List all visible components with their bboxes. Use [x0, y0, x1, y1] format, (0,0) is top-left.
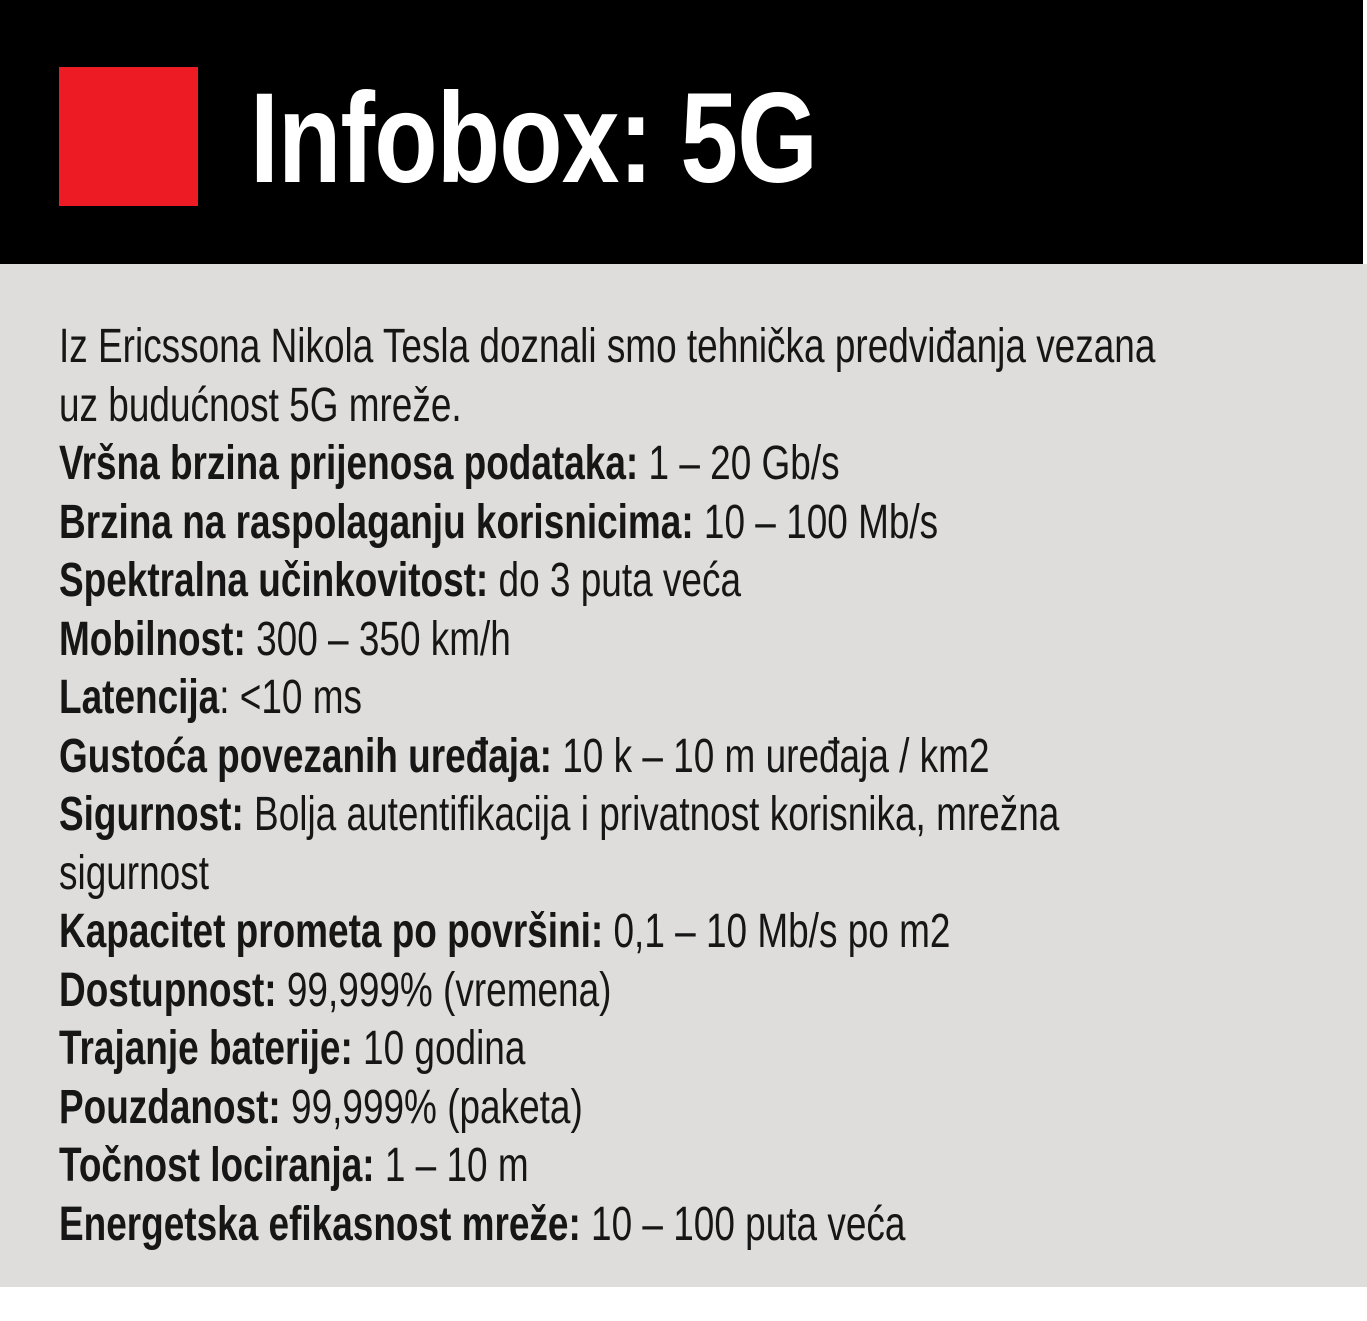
spec-label: Pouzdanost:: [59, 1080, 281, 1134]
spec-row: Dostupnost: 99,999% (vremena): [59, 962, 1260, 1021]
spec-value: 10 – 100 Mb/s: [693, 495, 939, 549]
spec-row: Energetska efikasnost mreže: 10 – 100 pu…: [59, 1196, 1260, 1255]
spec-value: 1 – 10 m: [374, 1139, 529, 1192]
spec-label: Sigurnost:: [59, 788, 244, 841]
spec-value: : <10 ms: [219, 671, 362, 724]
spec-value: 10 k – 10 m uređaja / km2: [551, 729, 990, 783]
infobox-title: Infobox: 5G: [250, 67, 818, 210]
spec-label: Latencija: [59, 671, 220, 724]
infobox-header: Infobox: 5G: [0, 0, 1363, 264]
spec-list: Vršna brzina prijenosa podataka: 1 – 20 …: [59, 435, 1260, 1254]
spec-row: Sigurnost: Bolja autentifikacija i priva…: [59, 786, 1260, 903]
spec-label: Trajanje baterije:: [59, 1022, 353, 1075]
spec-label: Kapacitet prometa po površini:: [59, 905, 604, 958]
spec-value: 10 godina: [352, 1022, 526, 1075]
infobox-body-panel: Iz Ericssona Nikola Tesla doznali smo te…: [0, 264, 1367, 1287]
spec-label: Točnost lociranja:: [59, 1139, 375, 1192]
spec-value: 99,999% (paketa): [280, 1080, 583, 1134]
bottom-margin-strip: [0, 1287, 1367, 1321]
spec-label: Brzina na raspolaganju korisnicima:: [59, 495, 694, 549]
spec-row: Latencija: <10 ms: [59, 669, 1260, 728]
spec-label: Vršna brzina prijenosa podataka:: [59, 437, 639, 490]
spec-row: Gustoća povezanih uređaja: 10 k – 10 m u…: [59, 728, 1260, 787]
infobox-copy: Iz Ericssona Nikola Tesla doznali smo te…: [59, 318, 1260, 1254]
spec-row: Spektralna učinkovitost: do 3 puta veća: [59, 552, 1260, 611]
spec-row: Brzina na raspolaganju korisnicima: 10 –…: [59, 494, 1260, 553]
spec-value: do 3 puta veća: [488, 554, 742, 607]
spec-value: 1 – 20 Gb/s: [638, 437, 840, 490]
spec-label: Gustoća povezanih uređaja:: [59, 729, 552, 783]
spec-label: Spektralna učinkovitost:: [59, 554, 489, 607]
spec-row: Kapacitet prometa po površini: 0,1 – 10 …: [59, 903, 1260, 962]
spec-label: Energetska efikasnost mreže:: [59, 1197, 581, 1251]
spec-row: Mobilnost: 300 – 350 km/h: [59, 611, 1260, 670]
spec-row: Točnost lociranja: 1 – 10 m: [59, 1137, 1260, 1196]
spec-value: 0,1 – 10 Mb/s po m2: [603, 905, 951, 958]
spec-value: Bolja autentifikacija i privatnost koris…: [59, 788, 1060, 900]
spec-label: Mobilnost:: [59, 612, 246, 666]
spec-value: 99,999% (vremena): [276, 963, 612, 1017]
spec-row: Trajanje baterije: 10 godina: [59, 1020, 1260, 1079]
spec-value: 300 – 350 km/h: [245, 612, 511, 666]
spec-label: Dostupnost:: [59, 963, 277, 1017]
spec-value: 10 – 100 puta veća: [580, 1197, 906, 1251]
intro-text: Iz Ericssona Nikola Tesla doznali smo te…: [59, 320, 1156, 432]
brand-red-square: [59, 67, 198, 206]
spec-row: Vršna brzina prijenosa podataka: 1 – 20 …: [59, 435, 1260, 494]
spec-row: Pouzdanost: 99,999% (paketa): [59, 1079, 1260, 1138]
